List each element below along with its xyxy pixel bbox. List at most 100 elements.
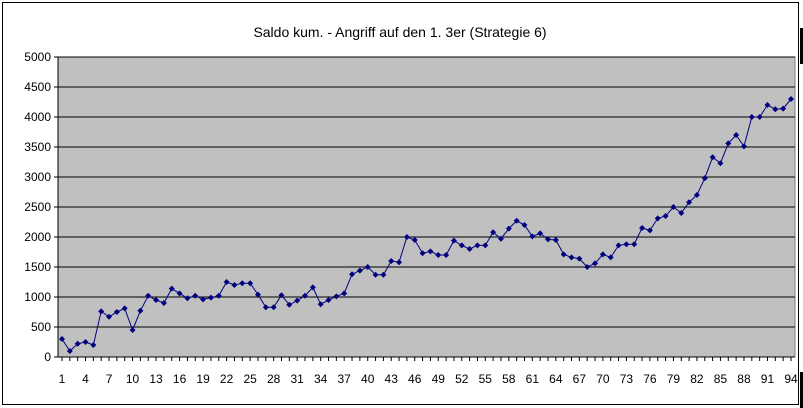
y-tick-label: 4500 — [24, 80, 51, 94]
data-point — [184, 295, 191, 302]
y-tick-label: 4000 — [24, 110, 51, 124]
x-tick-label: 34 — [314, 372, 328, 386]
data-point — [98, 308, 105, 315]
x-tick-label: 55 — [479, 372, 493, 386]
data-point — [82, 339, 89, 345]
data-point — [286, 301, 293, 308]
data-point — [396, 259, 403, 266]
y-tick-label: 2000 — [24, 230, 51, 244]
data-point — [137, 307, 144, 314]
data-point — [239, 280, 246, 287]
data-point — [254, 291, 261, 298]
data-point — [646, 227, 653, 234]
data-point — [411, 237, 418, 243]
data-point — [482, 242, 489, 249]
data-point — [450, 237, 457, 244]
data-point — [435, 252, 442, 258]
data-point — [772, 106, 779, 113]
x-tick-label: 88 — [737, 372, 751, 386]
scrollbar-stub-top — [800, 28, 803, 64]
data-point — [262, 304, 269, 311]
y-tick-label: 5000 — [24, 50, 51, 64]
data-point — [106, 313, 113, 320]
data-point — [568, 254, 575, 261]
data-point — [145, 292, 152, 299]
x-tick-label: 40 — [361, 372, 375, 386]
x-tick-label: 94 — [784, 372, 798, 386]
data-point — [584, 264, 591, 270]
x-tick-label: 10 — [126, 372, 140, 386]
data-point — [537, 230, 544, 237]
data-point — [693, 192, 700, 198]
data-point — [599, 251, 606, 258]
x-tick-label: 91 — [761, 372, 775, 386]
data-point — [497, 235, 504, 242]
data-point — [309, 284, 316, 291]
x-tick-label: 1 — [59, 372, 66, 386]
chart-title: Saldo kum. - Angriff auf den 1. 3er (Str… — [253, 24, 546, 40]
data-point — [160, 300, 167, 306]
data-point — [521, 222, 528, 228]
data-point — [341, 290, 348, 297]
x-tick-label: 7 — [106, 372, 113, 386]
y-tick-label: 3500 — [24, 140, 51, 154]
data-point — [748, 114, 755, 120]
y-tick-label: 500 — [31, 320, 51, 334]
y-tick-label: 0 — [44, 350, 51, 364]
x-tick-label: 82 — [690, 372, 704, 386]
data-point — [74, 340, 81, 347]
x-tick-label: 25 — [243, 372, 257, 386]
series-line — [61, 98, 792, 352]
data-point — [474, 242, 481, 249]
data-point — [333, 293, 340, 300]
y-tick-label: 2500 — [24, 200, 51, 214]
x-tick-label: 19 — [196, 372, 210, 386]
x-tick-label: 37 — [338, 372, 352, 386]
data-point — [317, 301, 324, 308]
data-point — [380, 271, 387, 278]
data-point — [325, 297, 332, 303]
data-point — [419, 250, 426, 257]
data-point — [545, 236, 551, 243]
x-tick-label: 49 — [432, 372, 446, 386]
data-point — [356, 267, 363, 274]
plot-layer: 0 500 1000 1500 2000 2500 3000 3500 4000 4500 5000… — [24, 50, 798, 386]
data-point — [639, 225, 646, 231]
y-tick-label: 3000 — [24, 170, 51, 184]
data-point — [121, 305, 128, 312]
data-point — [631, 241, 638, 248]
data-point — [349, 271, 356, 278]
data-point — [513, 217, 520, 224]
data-point — [607, 254, 614, 261]
data-point — [388, 258, 395, 264]
x-tick-label: 79 — [667, 372, 681, 386]
x-tick-label: 43 — [385, 372, 399, 386]
x-tick-label: 61 — [526, 372, 540, 386]
x-tick-label: 58 — [502, 372, 516, 386]
data-point — [780, 105, 787, 112]
data-point — [427, 248, 434, 255]
x-tick-label: 85 — [714, 372, 728, 386]
data-point — [670, 204, 677, 210]
scrollbar-stub-bottom — [800, 372, 803, 408]
data-point — [701, 175, 708, 182]
data-point — [443, 252, 450, 258]
data-point — [552, 237, 559, 243]
data-point — [403, 234, 410, 240]
data-point — [709, 154, 716, 161]
data-point — [294, 297, 301, 304]
data-point — [302, 292, 308, 299]
data-point — [270, 304, 277, 311]
data-point — [686, 199, 693, 206]
data-point — [756, 114, 763, 120]
data-point — [207, 294, 214, 301]
data-point — [592, 260, 599, 267]
data-point — [725, 140, 732, 147]
x-tick-label: 73 — [620, 372, 634, 386]
x-tick-label: 67 — [573, 372, 587, 386]
data-point — [560, 251, 567, 258]
data-point — [678, 210, 685, 216]
data-point — [223, 279, 230, 285]
x-tick-label: 22 — [220, 372, 234, 386]
